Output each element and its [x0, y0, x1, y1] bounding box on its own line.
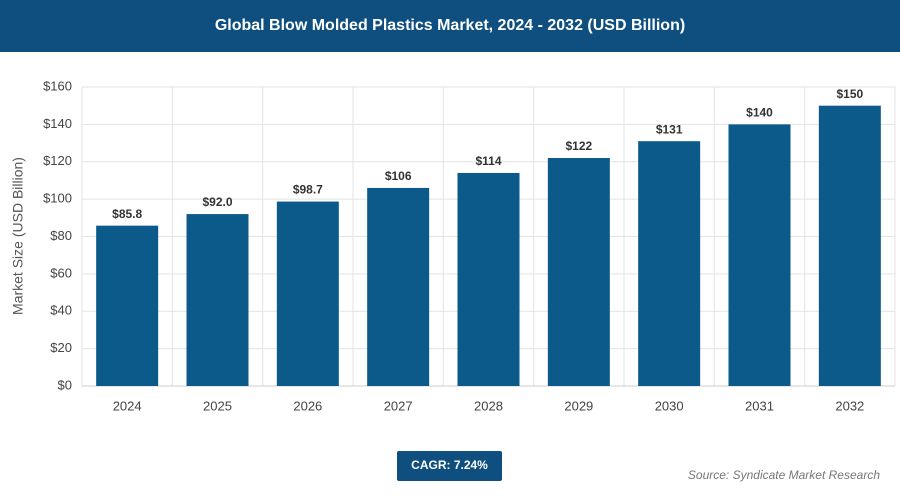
y-axis-title: Market Size (USD Billion)	[10, 157, 26, 315]
bar	[638, 141, 701, 386]
y-tick-label: $40	[50, 303, 72, 318]
x-tick-label: 2032	[835, 398, 864, 413]
y-tick-label: $140	[43, 116, 72, 131]
x-tick-label: 2024	[113, 398, 142, 413]
y-tick-label: $60	[50, 265, 72, 280]
value-label: $150	[836, 87, 863, 101]
y-tick-label: $100	[43, 191, 72, 206]
cagr-label: CAGR: 7.24%	[411, 458, 488, 472]
y-tick-label: $0	[58, 377, 72, 392]
source-note: Source: Syndicate Market Research	[688, 468, 880, 482]
header-bar	[0, 0, 900, 52]
value-label: $140	[746, 106, 773, 120]
x-tick-label: 2031	[745, 398, 774, 413]
bar	[818, 105, 881, 386]
y-tick-label: $160	[43, 78, 72, 93]
y-tick-label: $20	[50, 340, 72, 355]
bar	[367, 187, 430, 386]
y-tick-label: $80	[50, 228, 72, 243]
value-label: $106	[385, 169, 412, 183]
bar	[728, 124, 791, 386]
value-label: $131	[656, 122, 683, 136]
x-tick-label: 2027	[384, 398, 413, 413]
bar	[96, 225, 159, 386]
x-tick-label: 2030	[655, 398, 684, 413]
value-label: $92.0	[202, 195, 232, 209]
x-tick-label: 2029	[564, 398, 593, 413]
x-tick-label: 2026	[293, 398, 322, 413]
value-label: $98.7	[293, 183, 323, 197]
bar	[186, 214, 249, 386]
y-tick-label: $120	[43, 153, 72, 168]
bar	[457, 172, 520, 386]
value-label: $85.8	[112, 207, 142, 221]
bar	[276, 201, 339, 386]
cagr-box	[397, 451, 502, 481]
value-label: $122	[565, 139, 592, 153]
chart-title: Global Blow Molded Plastics Market, 2024…	[215, 17, 685, 34]
x-tick-label: 2025	[203, 398, 232, 413]
x-tick-label: 2028	[474, 398, 503, 413]
bar	[547, 158, 610, 386]
value-label: $114	[475, 154, 501, 168]
